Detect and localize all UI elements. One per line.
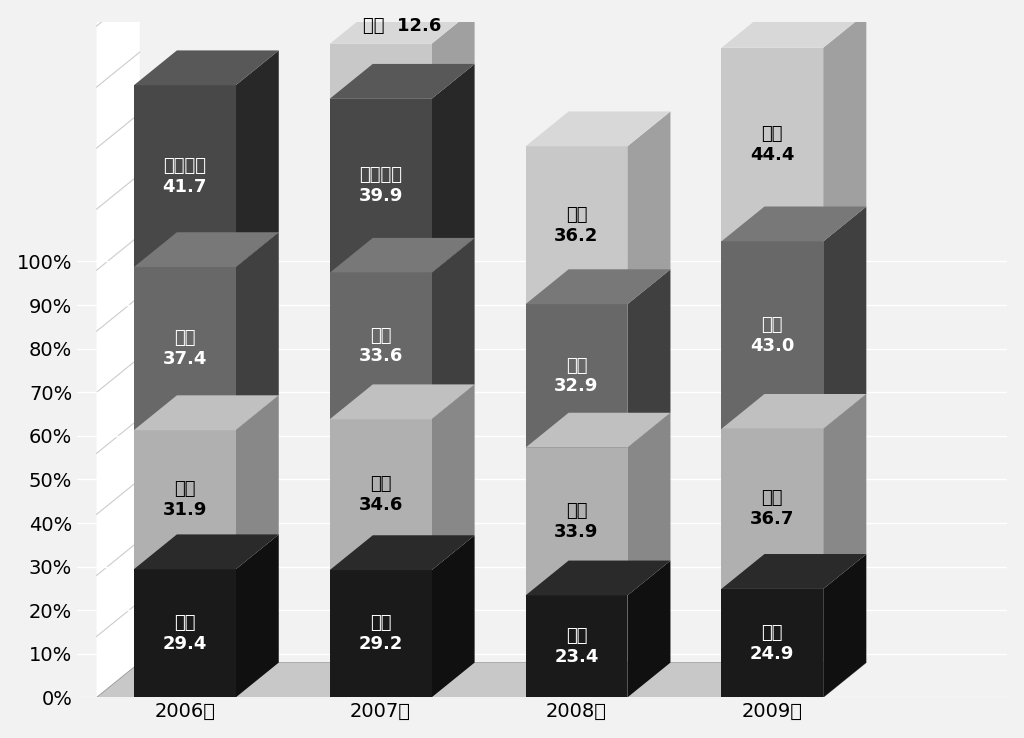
Polygon shape [823, 394, 866, 589]
Polygon shape [96, 0, 139, 697]
Text: 기타
44.4: 기타 44.4 [751, 125, 795, 164]
Polygon shape [330, 99, 431, 273]
Polygon shape [330, 64, 474, 99]
Polygon shape [96, 663, 866, 697]
Polygon shape [431, 384, 474, 570]
Polygon shape [721, 394, 866, 429]
Polygon shape [721, 207, 866, 241]
Polygon shape [134, 534, 279, 569]
Text: 음악
33.9: 음악 33.9 [554, 502, 599, 541]
Polygon shape [330, 273, 431, 419]
Polygon shape [525, 596, 628, 697]
Text: 연극
29.4: 연극 29.4 [163, 614, 207, 653]
Polygon shape [236, 396, 279, 569]
Polygon shape [330, 238, 474, 273]
Polygon shape [525, 448, 628, 596]
Text: 연극
23.4: 연극 23.4 [554, 627, 599, 666]
Text: 무용
43.0: 무용 43.0 [751, 316, 795, 354]
Polygon shape [330, 535, 474, 570]
Text: 무용
33.6: 무용 33.6 [358, 327, 402, 365]
Polygon shape [823, 207, 866, 429]
Text: 연극
29.2: 연극 29.2 [358, 615, 402, 653]
Polygon shape [134, 232, 279, 267]
Polygon shape [721, 589, 823, 697]
Text: 음악
34.6: 음악 34.6 [358, 475, 402, 514]
Polygon shape [431, 535, 474, 697]
Text: 무용
32.9: 무용 32.9 [554, 356, 599, 396]
Polygon shape [236, 50, 279, 267]
Polygon shape [134, 396, 279, 430]
Text: 기타  12.6: 기타 12.6 [362, 18, 441, 35]
Text: 기타
36.2: 기타 36.2 [554, 206, 599, 245]
Polygon shape [823, 13, 866, 241]
Polygon shape [721, 48, 823, 241]
Text: 대중음악
39.9: 대중음악 39.9 [358, 166, 402, 205]
Polygon shape [628, 269, 671, 448]
Polygon shape [330, 9, 474, 44]
Text: 음악
31.9: 음악 31.9 [163, 480, 207, 519]
Polygon shape [525, 111, 671, 146]
Polygon shape [134, 430, 236, 569]
Polygon shape [134, 569, 236, 697]
Text: 연극
24.9: 연극 24.9 [751, 624, 795, 663]
Polygon shape [330, 44, 431, 99]
Polygon shape [330, 419, 431, 570]
Polygon shape [525, 413, 671, 448]
Polygon shape [134, 267, 236, 430]
Polygon shape [431, 64, 474, 273]
Polygon shape [431, 9, 474, 99]
Text: 무용
37.4: 무용 37.4 [163, 329, 207, 368]
Polygon shape [525, 146, 628, 304]
Polygon shape [525, 561, 671, 596]
Polygon shape [236, 534, 279, 697]
Polygon shape [628, 413, 671, 596]
Polygon shape [721, 241, 823, 429]
Polygon shape [330, 384, 474, 419]
Polygon shape [823, 554, 866, 697]
Polygon shape [628, 111, 671, 304]
Polygon shape [134, 86, 236, 267]
Polygon shape [721, 554, 866, 589]
Polygon shape [330, 570, 431, 697]
Polygon shape [431, 238, 474, 419]
Polygon shape [721, 13, 866, 48]
Polygon shape [134, 50, 279, 86]
Polygon shape [525, 269, 671, 304]
Polygon shape [628, 561, 671, 697]
Polygon shape [525, 304, 628, 448]
Polygon shape [236, 232, 279, 430]
Polygon shape [721, 429, 823, 589]
Text: 대중음악
41.7: 대중음악 41.7 [163, 156, 207, 196]
Text: 음악
36.7: 음악 36.7 [751, 489, 795, 528]
